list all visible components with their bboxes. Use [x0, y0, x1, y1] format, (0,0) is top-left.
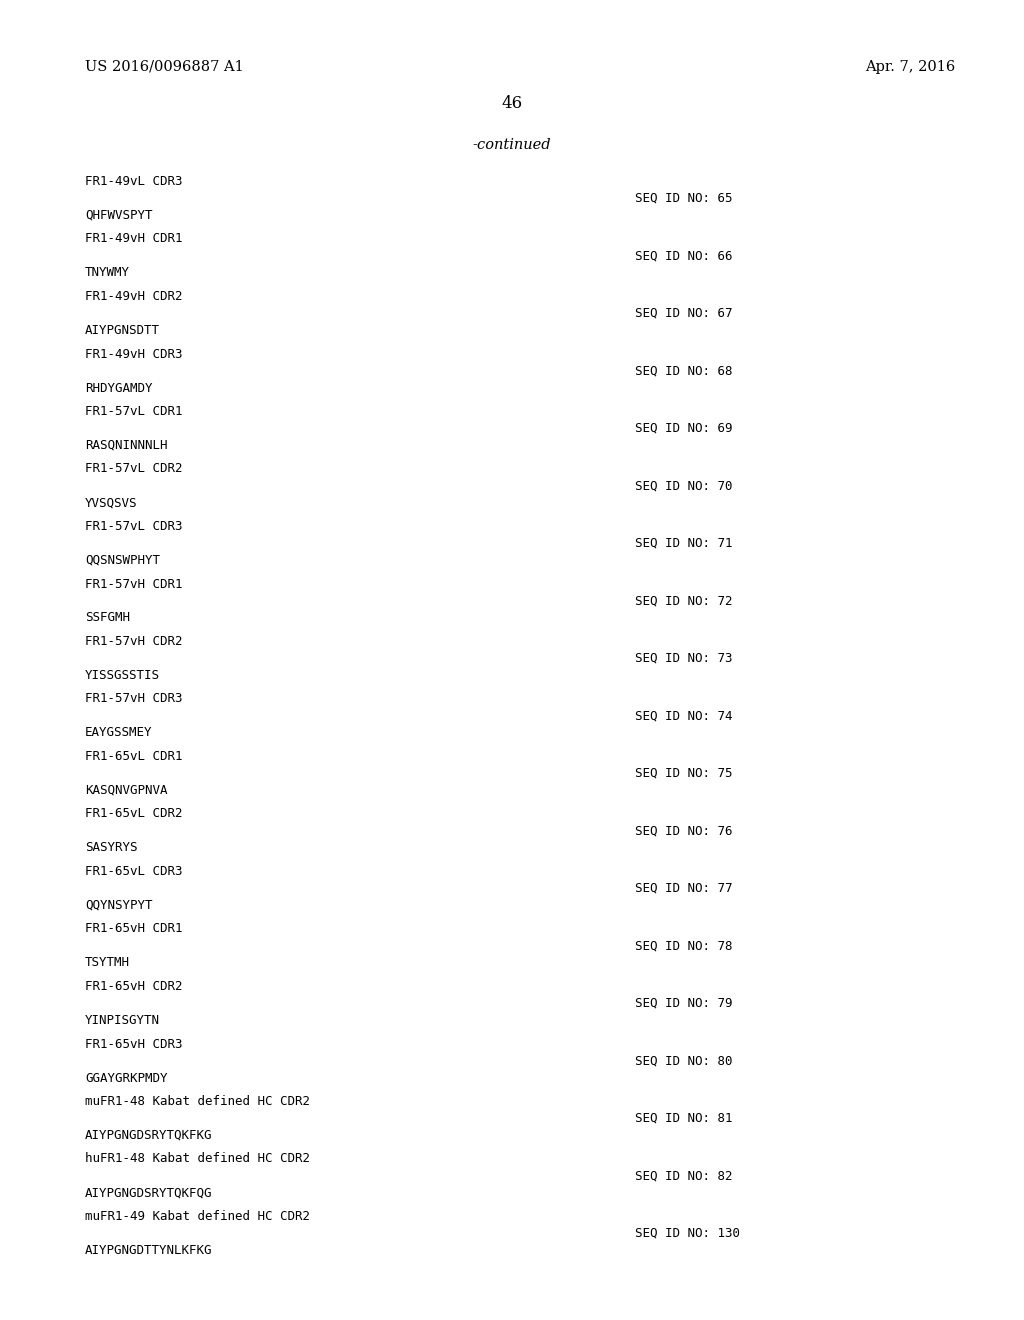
Text: QQYNSYPYT: QQYNSYPYT [85, 899, 153, 912]
Text: FR1-57vL CDR1: FR1-57vL CDR1 [85, 405, 182, 418]
Text: FR1-65vH CDR1: FR1-65vH CDR1 [85, 923, 182, 936]
Text: SEQ ID NO: 72: SEQ ID NO: 72 [635, 594, 732, 607]
Text: TNYWMY: TNYWMY [85, 267, 130, 280]
Text: SEQ ID NO: 74: SEQ ID NO: 74 [635, 710, 732, 722]
Text: AIYPGNGDSRYTQKFKG: AIYPGNGDSRYTQKFKG [85, 1129, 213, 1142]
Text: SEQ ID NO: 67: SEQ ID NO: 67 [635, 308, 732, 319]
Text: muFR1-49 Kabat defined HC CDR2: muFR1-49 Kabat defined HC CDR2 [85, 1210, 310, 1224]
Text: QQSNSWPHYT: QQSNSWPHYT [85, 554, 160, 568]
Text: AIYPGNSDTT: AIYPGNSDTT [85, 323, 160, 337]
Text: FR1-65vL CDR1: FR1-65vL CDR1 [85, 750, 182, 763]
Text: RASQNINNNLH: RASQNINNNLH [85, 440, 168, 451]
Text: AIYPGNGDTTYNLKFKG: AIYPGNGDTTYNLKFKG [85, 1243, 213, 1257]
Text: FR1-49vH CDR3: FR1-49vH CDR3 [85, 347, 182, 360]
Text: GGAYGRKPMDY: GGAYGRKPMDY [85, 1072, 168, 1085]
Text: SEQ ID NO: 79: SEQ ID NO: 79 [635, 997, 732, 1010]
Text: FR1-57vL CDR3: FR1-57vL CDR3 [85, 520, 182, 533]
Text: SEQ ID NO: 78: SEQ ID NO: 78 [635, 940, 732, 953]
Text: FR1-57vH CDR2: FR1-57vH CDR2 [85, 635, 182, 648]
Text: FR1-57vH CDR3: FR1-57vH CDR3 [85, 693, 182, 705]
Text: FR1-57vL CDR2: FR1-57vL CDR2 [85, 462, 182, 475]
Text: SEQ ID NO: 81: SEQ ID NO: 81 [635, 1111, 732, 1125]
Text: Apr. 7, 2016: Apr. 7, 2016 [864, 59, 955, 74]
Text: muFR1-48 Kabat defined HC CDR2: muFR1-48 Kabat defined HC CDR2 [85, 1096, 310, 1107]
Text: EAYGSSMEY: EAYGSSMEY [85, 726, 153, 739]
Text: SSFGMH: SSFGMH [85, 611, 130, 624]
Text: SEQ ID NO: 68: SEQ ID NO: 68 [635, 364, 732, 378]
Text: SEQ ID NO: 80: SEQ ID NO: 80 [635, 1055, 732, 1068]
Text: QHFWVSPYT: QHFWVSPYT [85, 209, 153, 222]
Text: -continued: -continued [473, 139, 551, 152]
Text: SEQ ID NO: 130: SEQ ID NO: 130 [635, 1228, 740, 1239]
Text: YINPISGYTN: YINPISGYTN [85, 1014, 160, 1027]
Text: YVSQSVS: YVSQSVS [85, 496, 137, 510]
Text: 46: 46 [502, 95, 522, 112]
Text: FR1-65vH CDR2: FR1-65vH CDR2 [85, 979, 182, 993]
Text: KASQNVGPNVA: KASQNVGPNVA [85, 784, 168, 797]
Text: SEQ ID NO: 65: SEQ ID NO: 65 [635, 191, 732, 205]
Text: SASYRYS: SASYRYS [85, 842, 137, 854]
Text: FR1-65vH CDR3: FR1-65vH CDR3 [85, 1038, 182, 1051]
Text: SEQ ID NO: 82: SEQ ID NO: 82 [635, 1170, 732, 1183]
Text: SEQ ID NO: 73: SEQ ID NO: 73 [635, 652, 732, 665]
Text: RHDYGAMDY: RHDYGAMDY [85, 381, 153, 395]
Text: SEQ ID NO: 75: SEQ ID NO: 75 [635, 767, 732, 780]
Text: SEQ ID NO: 71: SEQ ID NO: 71 [635, 537, 732, 550]
Text: TSYTMH: TSYTMH [85, 957, 130, 969]
Text: YISSGSSTIS: YISSGSSTIS [85, 669, 160, 682]
Text: FR1-49vH CDR1: FR1-49vH CDR1 [85, 232, 182, 246]
Text: SEQ ID NO: 69: SEQ ID NO: 69 [635, 422, 732, 436]
Text: FR1-49vH CDR2: FR1-49vH CDR2 [85, 290, 182, 304]
Text: FR1-65vL CDR2: FR1-65vL CDR2 [85, 808, 182, 821]
Text: SEQ ID NO: 70: SEQ ID NO: 70 [635, 479, 732, 492]
Text: US 2016/0096887 A1: US 2016/0096887 A1 [85, 59, 244, 74]
Text: FR1-65vL CDR3: FR1-65vL CDR3 [85, 865, 182, 878]
Text: AIYPGNGDSRYTQKFQG: AIYPGNGDSRYTQKFQG [85, 1187, 213, 1200]
Text: SEQ ID NO: 77: SEQ ID NO: 77 [635, 882, 732, 895]
Text: FR1-49vL CDR3: FR1-49vL CDR3 [85, 176, 182, 187]
Text: FR1-57vH CDR1: FR1-57vH CDR1 [85, 578, 182, 590]
Text: SEQ ID NO: 76: SEQ ID NO: 76 [635, 825, 732, 837]
Text: SEQ ID NO: 66: SEQ ID NO: 66 [635, 249, 732, 263]
Text: huFR1-48 Kabat defined HC CDR2: huFR1-48 Kabat defined HC CDR2 [85, 1152, 310, 1166]
